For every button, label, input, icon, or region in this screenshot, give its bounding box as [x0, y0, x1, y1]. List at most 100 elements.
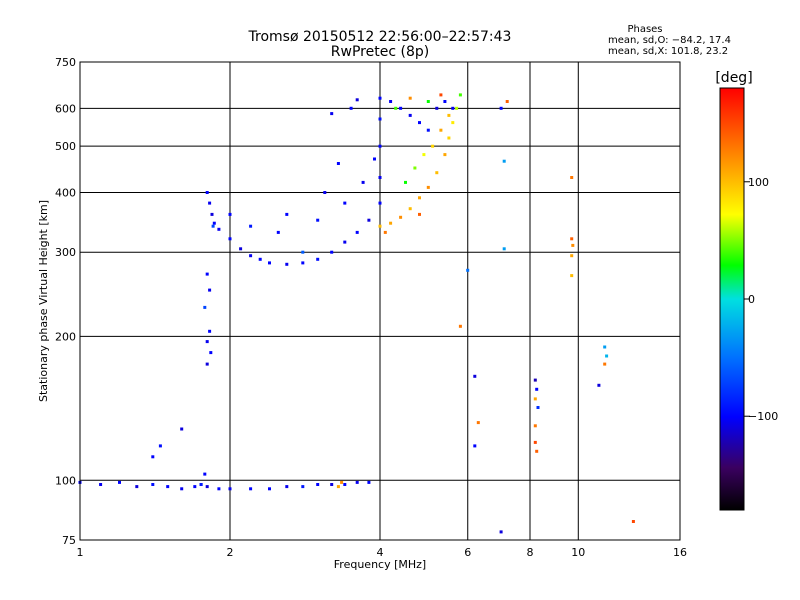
x-tick-label: 4: [377, 546, 384, 559]
data-point: [535, 449, 539, 453]
data-point: [383, 230, 387, 234]
stats-line-o: mean, sd,O: −84.2, 17.4: [608, 35, 731, 46]
data-point: [349, 106, 353, 110]
data-point: [389, 221, 393, 225]
data-point: [336, 485, 340, 489]
data-point: [361, 180, 365, 184]
data-point: [217, 227, 221, 231]
colorbar-label: [deg]: [715, 70, 752, 86]
data-point: [211, 224, 215, 228]
data-point: [605, 354, 609, 358]
data-points: [78, 93, 635, 534]
data-point: [426, 128, 430, 132]
data-point: [399, 215, 403, 219]
data-point: [502, 159, 506, 163]
data-point: [343, 201, 347, 205]
data-point: [570, 254, 574, 258]
x-tick-label: 8: [527, 546, 534, 559]
chart-subtitle: RwPretec (8p): [331, 44, 429, 60]
data-point: [166, 485, 170, 489]
data-point: [151, 455, 155, 459]
data-point: [499, 530, 503, 534]
data-point: [208, 329, 212, 333]
data-point: [378, 117, 382, 121]
y-tick-label: 200: [55, 330, 76, 343]
data-point: [631, 520, 635, 523]
data-point: [533, 378, 537, 382]
chart-title: Tromsø 20150512 22:56:00–22:57:43: [248, 29, 512, 45]
data-point: [426, 100, 430, 103]
data-point: [268, 261, 271, 265]
data-point: [443, 100, 447, 103]
data-point: [473, 374, 477, 378]
y-tick-label: 300: [55, 246, 76, 259]
data-point: [118, 480, 121, 484]
data-point: [208, 288, 212, 292]
data-point: [285, 262, 289, 266]
data-point: [99, 483, 103, 486]
data-point: [378, 224, 382, 228]
data-point: [570, 237, 574, 241]
data-point: [205, 485, 209, 489]
data-point: [418, 212, 421, 216]
data-point: [276, 230, 280, 234]
data-point: [426, 185, 430, 189]
data-point: [228, 237, 232, 241]
data-point: [447, 136, 451, 140]
stats-line-x: mean, sd,X: 101.8, 23.2: [608, 46, 728, 57]
data-point: [435, 171, 439, 175]
data-point: [258, 257, 262, 261]
y-tick-label: 100: [55, 474, 76, 487]
data-point: [570, 176, 574, 179]
data-point: [301, 261, 305, 265]
data-point: [323, 191, 327, 194]
data-point: [355, 480, 359, 484]
data-point: [570, 274, 574, 278]
data-point: [603, 345, 607, 349]
data-point: [316, 218, 320, 222]
data-point: [597, 383, 601, 387]
data-point: [228, 487, 232, 491]
data-point: [413, 166, 417, 170]
colorbar-tick-label: −100: [748, 410, 778, 423]
data-point: [212, 221, 216, 225]
data-point: [301, 250, 305, 254]
data-point: [439, 93, 443, 97]
data-point: [533, 397, 537, 401]
data-point: [466, 268, 470, 272]
data-point: [340, 480, 344, 484]
data-point: [343, 483, 347, 486]
colorbar-tick-label: 0: [748, 293, 755, 306]
data-point: [203, 305, 207, 309]
data-point: [443, 153, 447, 157]
data-point: [422, 153, 426, 157]
grid-lines: [80, 62, 680, 540]
data-point: [205, 362, 209, 366]
data-point: [458, 324, 462, 328]
data-point: [378, 201, 382, 205]
data-point: [205, 272, 209, 276]
data-point: [439, 128, 443, 132]
data-point: [355, 230, 359, 234]
data-point: [285, 485, 289, 489]
data-point: [316, 483, 320, 486]
x-axis-ticks: 1 2 4 6 8 10 16: [77, 546, 688, 559]
data-point: [208, 201, 212, 205]
data-point: [180, 487, 184, 491]
data-point: [343, 240, 347, 244]
data-point: [210, 212, 214, 216]
colorbar: [719, 87, 745, 511]
data-point: [408, 96, 412, 100]
stats-heading: Phases: [627, 24, 662, 35]
data-point: [268, 487, 271, 491]
data-point: [330, 112, 334, 116]
data-point: [336, 162, 340, 165]
data-point: [301, 485, 305, 489]
data-point: [135, 485, 139, 489]
data-point: [367, 480, 371, 484]
data-point: [228, 212, 232, 216]
data-point: [408, 207, 412, 211]
data-point: [209, 351, 213, 355]
y-tick-label: 75: [62, 534, 76, 547]
